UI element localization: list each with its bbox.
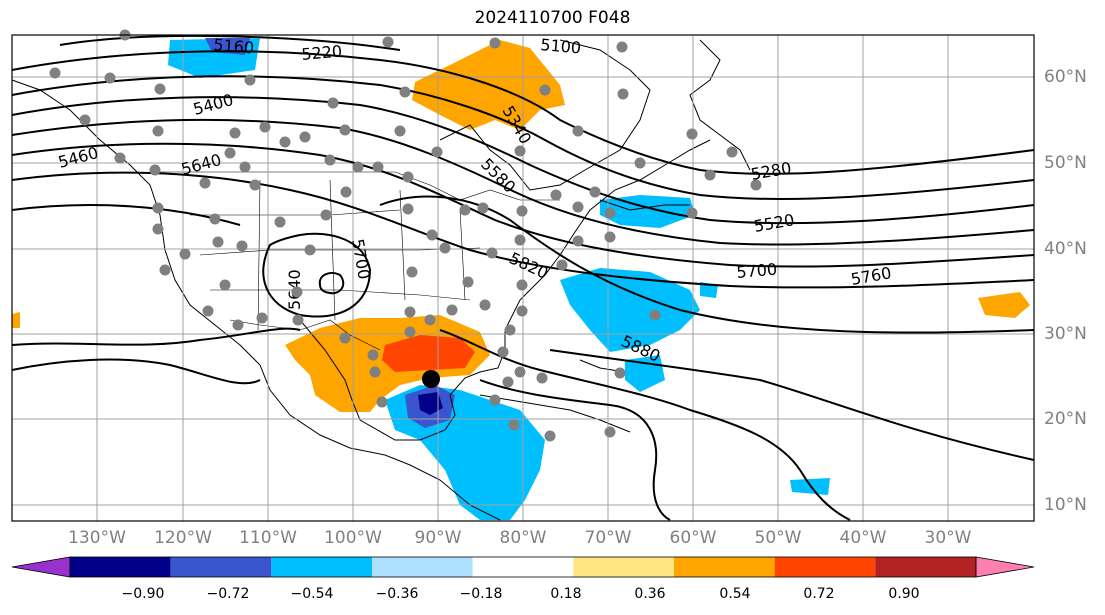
lon-label: 60°W bbox=[669, 528, 717, 548]
shade-red-gulf bbox=[382, 335, 475, 372]
colorbar-segment bbox=[271, 557, 372, 577]
colorbar-segment bbox=[170, 557, 272, 577]
shade-navy-storm bbox=[418, 392, 443, 415]
colorbar-tick: −0.72 bbox=[206, 586, 250, 602]
colorbar-segment bbox=[674, 557, 775, 577]
lat-label: 50°N bbox=[1044, 153, 1087, 173]
contour-label: 5760 bbox=[849, 263, 892, 289]
lat-label: 60°N bbox=[1044, 67, 1087, 87]
colorbar-tick: −0.18 bbox=[459, 586, 503, 602]
colorbar-tick: 0.90 bbox=[888, 586, 920, 602]
lon-label: 90°W bbox=[414, 528, 462, 548]
lon-label: 50°W bbox=[754, 528, 802, 548]
colorbar-segment bbox=[774, 557, 876, 577]
contour-label: 5100 bbox=[540, 35, 582, 57]
contour-label: 5820 bbox=[506, 248, 551, 282]
shade-blue-atlantic-3 bbox=[700, 282, 718, 298]
lat-label: 10°N bbox=[1044, 495, 1087, 515]
lon-label: 40°W bbox=[839, 528, 887, 548]
contour-label: 5640 bbox=[179, 150, 223, 179]
shade-blue-atlantic bbox=[560, 268, 700, 352]
colorbar-tick: 0.54 bbox=[719, 586, 751, 602]
colorbar-segment bbox=[573, 557, 674, 577]
graticule bbox=[12, 35, 1034, 521]
lon-label: 120°W bbox=[154, 528, 212, 548]
lon-label: 70°W bbox=[584, 528, 632, 548]
figure-title: 2024110700 F048 bbox=[474, 8, 631, 28]
colorbar-tick: −0.90 bbox=[121, 586, 165, 602]
colorbar-segment bbox=[372, 557, 473, 577]
lat-label: 20°N bbox=[1044, 409, 1087, 429]
colorbar-segment bbox=[472, 557, 574, 577]
lon-label: 130°W bbox=[68, 528, 126, 548]
contour-label: 5700 bbox=[736, 260, 778, 282]
shade-orange-east-atlantic bbox=[978, 292, 1030, 318]
colorbar-tick: 0.72 bbox=[803, 586, 835, 602]
colorbar-tick: 0.36 bbox=[634, 586, 666, 602]
lon-label: 100°W bbox=[324, 528, 382, 548]
contour-label: 5220 bbox=[301, 42, 343, 64]
colorbar-segment bbox=[975, 556, 1035, 578]
colorbar-tick: −0.36 bbox=[375, 586, 419, 602]
colorbar-segment bbox=[875, 557, 976, 577]
contour-label: 5460 bbox=[56, 143, 100, 172]
map-frame bbox=[11, 34, 1035, 522]
height-contours bbox=[11, 34, 1035, 521]
lon-label: 110°W bbox=[239, 528, 297, 548]
colorbar-segment bbox=[70, 557, 171, 577]
colorbar-tick: −0.54 bbox=[290, 586, 334, 602]
lat-label: 30°N bbox=[1044, 324, 1087, 344]
contour-label: 5520 bbox=[752, 210, 795, 236]
contour-label: 5700 bbox=[348, 237, 374, 280]
lat-label: 40°N bbox=[1044, 239, 1087, 259]
lon-label: 30°W bbox=[924, 528, 972, 548]
contour-label: 5160 bbox=[213, 35, 255, 57]
station-dots bbox=[49, 29, 762, 442]
storm-center-marker bbox=[422, 370, 440, 388]
colorbar bbox=[11, 556, 1035, 578]
shade-orange-pacific bbox=[12, 312, 20, 328]
colorbar-tick: 0.18 bbox=[550, 586, 582, 602]
colorbar-segment bbox=[11, 556, 71, 578]
colorbar-outline bbox=[69, 556, 977, 578]
contour-label: 5400 bbox=[191, 90, 235, 119]
shade-blue-newfoundland bbox=[600, 195, 695, 228]
lon-label: 80°W bbox=[499, 528, 547, 548]
